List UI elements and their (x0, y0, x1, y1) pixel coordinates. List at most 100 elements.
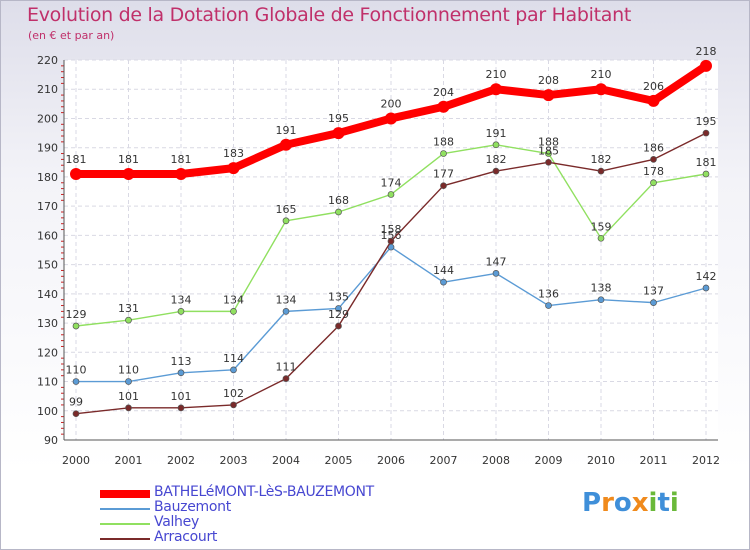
y-tick-label: 130 (37, 317, 58, 330)
data-point (282, 308, 290, 315)
data-point (230, 308, 237, 315)
legend-item: Valhey (100, 514, 460, 531)
y-tick-label: 180 (37, 171, 58, 184)
data-point (702, 170, 710, 178)
x-tick-label: 2003 (220, 454, 248, 467)
brand-letter: r (601, 488, 614, 518)
x-tick-label: 2009 (535, 454, 563, 467)
data-label: 138 (591, 282, 612, 295)
y-tick-label: 100 (37, 405, 58, 418)
data-label: 129 (328, 308, 349, 321)
data-label: 99 (69, 396, 83, 409)
data-label: 110 (118, 364, 139, 377)
data-label: 206 (643, 80, 664, 93)
data-point (492, 141, 500, 149)
y-tick-label: 200 (37, 112, 58, 125)
data-point (72, 410, 80, 418)
data-point (385, 112, 397, 125)
data-label: 178 (643, 165, 664, 178)
data-point (545, 302, 552, 309)
data-point (647, 94, 660, 107)
data-label: 195 (696, 115, 717, 128)
data-point (440, 182, 447, 190)
data-point (440, 150, 447, 157)
x-tick-label: 2000 (62, 454, 90, 467)
x-tick-label: 2010 (587, 454, 615, 467)
data-label: 156 (381, 229, 402, 242)
data-label: 204 (433, 86, 454, 99)
data-point (335, 305, 342, 312)
legend-item: Bauzemont (100, 499, 460, 516)
data-label: 183 (223, 147, 244, 160)
data-point (332, 127, 345, 140)
data-label: 188 (433, 136, 454, 149)
data-label: 114 (223, 352, 244, 365)
legend-label: Valhey (154, 514, 199, 530)
data-label: 174 (381, 176, 402, 189)
data-label: 195 (328, 112, 349, 125)
data-label: 168 (328, 194, 349, 207)
data-label: 136 (538, 288, 559, 301)
data-point (440, 278, 447, 286)
x-tick-label: 2007 (430, 454, 458, 467)
x-tick-label: 2012 (692, 454, 720, 467)
data-point (125, 404, 132, 412)
data-label: 181 (171, 153, 192, 166)
data-point (597, 167, 605, 175)
legend: BATHELéMONT-LèS-BAUZEMONT Bauzemont Valh… (100, 484, 460, 546)
data-point (177, 404, 185, 412)
data-point (282, 217, 290, 225)
y-tick-label: 220 (37, 54, 58, 67)
x-tick-label: 2006 (377, 454, 405, 467)
data-label: 144 (433, 264, 454, 277)
data-label: 147 (486, 255, 507, 268)
data-point (335, 208, 342, 216)
data-label: 186 (643, 141, 664, 154)
data-label: 142 (696, 270, 717, 283)
legend-swatch (100, 538, 150, 540)
y-tick-label: 90 (44, 434, 58, 447)
data-point (542, 89, 555, 102)
data-point (125, 316, 132, 324)
x-tick-label: 2011 (640, 454, 668, 467)
data-label: 135 (328, 290, 349, 303)
data-point (70, 168, 82, 180)
data-point (492, 167, 500, 175)
data-label: 181 (66, 153, 87, 166)
y-tick-label: 150 (37, 259, 58, 272)
data-point (282, 375, 290, 382)
data-label: 188 (538, 136, 559, 149)
data-label: 101 (118, 390, 139, 403)
data-label: 159 (591, 220, 612, 233)
brand-letter: t (657, 488, 670, 518)
data-point (177, 369, 185, 377)
data-point (72, 322, 80, 330)
legend-swatch (100, 490, 150, 498)
data-point (492, 270, 500, 277)
data-label: 134 (171, 293, 192, 306)
data-point (387, 237, 395, 245)
data-label: 200 (381, 97, 402, 110)
data-label: 134 (276, 293, 297, 306)
data-point (597, 296, 605, 304)
data-point (437, 100, 450, 113)
x-tick-label: 2002 (167, 454, 195, 467)
data-label: 129 (66, 308, 87, 321)
legend-item: Arracourt (100, 529, 460, 546)
legend-label: Bauzemont (154, 499, 231, 515)
data-label: 210 (486, 68, 507, 81)
brand-letter: P (582, 488, 602, 518)
x-tick-label: 2005 (325, 454, 353, 467)
data-point (700, 59, 712, 72)
data-label: 158 (381, 223, 402, 236)
data-point (122, 168, 135, 180)
data-point (702, 284, 710, 292)
data-point (227, 162, 240, 175)
x-tick-label: 2004 (272, 454, 300, 467)
data-point (387, 191, 395, 198)
data-label: 182 (486, 153, 507, 166)
y-tick-label: 210 (37, 83, 58, 96)
brand-letter: x (631, 488, 649, 518)
x-tick-label: 2008 (482, 454, 510, 467)
data-point (545, 150, 552, 157)
